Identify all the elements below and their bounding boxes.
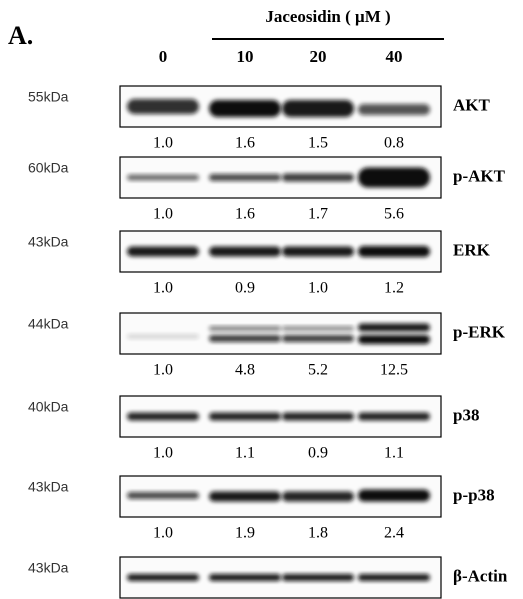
quant-value: 1.5	[308, 135, 328, 152]
protein-label: p38	[453, 405, 479, 424]
band	[209, 492, 281, 502]
band	[282, 100, 354, 117]
band	[209, 247, 281, 257]
protein-label: p-AKT	[453, 166, 506, 185]
marker-label: 55kDa	[28, 89, 69, 105]
quant-value: 1.0	[153, 362, 173, 379]
lane-label: 10	[237, 47, 254, 66]
quant-value: 1.0	[153, 135, 173, 152]
quant-value: 5.6	[384, 206, 404, 223]
quant-value: 1.0	[153, 206, 173, 223]
quant-value: 1.0	[153, 525, 173, 542]
quant-value: 1.8	[308, 525, 328, 542]
band	[127, 175, 199, 181]
band	[358, 413, 430, 421]
marker-label: 60kDa	[28, 160, 69, 176]
band	[358, 324, 430, 332]
band	[358, 246, 430, 257]
band	[282, 174, 354, 182]
quant-value: 1.6	[235, 206, 255, 223]
protein-label: ERK	[453, 240, 491, 259]
band	[358, 335, 430, 344]
protein-label: p-p38	[453, 485, 495, 504]
blot-figure: A. Jaceosidin ( μM ) 0 10 20 40 55kDa AKT 1.0 1…	[0, 0, 523, 599]
quant-value: 1.0	[153, 445, 173, 462]
band	[209, 174, 281, 181]
quant-value: 1.9	[235, 525, 255, 542]
protein-label: β-Actin	[453, 566, 508, 585]
quant-value: 1.1	[384, 445, 404, 462]
quant-value: 12.5	[380, 362, 408, 379]
quant-value: 0.9	[235, 280, 255, 297]
band	[358, 168, 430, 188]
quant-value: 1.1	[235, 445, 255, 462]
quant-value: 1.2	[384, 280, 404, 297]
band	[127, 413, 199, 421]
band	[282, 413, 354, 421]
marker-label: 44kDa	[28, 316, 69, 332]
quant-value: 1.6	[235, 135, 255, 152]
quant-value: 0.9	[308, 445, 328, 462]
band	[209, 335, 281, 342]
quant-value: 0.8	[384, 135, 404, 152]
protein-label: p-ERK	[453, 322, 506, 341]
band	[358, 490, 430, 502]
quant-value: 5.2	[308, 362, 328, 379]
band	[282, 574, 354, 581]
band	[282, 247, 354, 257]
band	[127, 574, 199, 581]
band	[282, 335, 354, 342]
band	[209, 326, 281, 331]
band	[127, 334, 199, 339]
marker-label: 43kDa	[28, 479, 69, 495]
quant-value: 1.0	[308, 280, 328, 297]
band	[358, 574, 430, 581]
band	[358, 104, 430, 115]
band	[209, 574, 281, 581]
marker-label: 43kDa	[28, 234, 69, 250]
band	[209, 100, 281, 117]
lane-label: 40	[386, 47, 403, 66]
band	[209, 413, 281, 421]
figure: A. Jaceosidin ( μM ) 0 10 20 40 55kDa AKT 1.0 1…	[0, 0, 523, 599]
treatment-label: Jaceosidin ( μM )	[265, 7, 390, 26]
marker-label: 43kDa	[28, 560, 69, 576]
band	[282, 326, 354, 331]
lane-label: 20	[310, 47, 327, 66]
quant-value: 2.4	[384, 525, 404, 542]
band	[127, 247, 199, 257]
quant-value: 1.7	[308, 206, 328, 223]
band	[127, 492, 199, 499]
lane-label: 0	[159, 47, 168, 66]
marker-label: 40kDa	[28, 399, 69, 415]
protein-label: AKT	[453, 95, 491, 114]
band	[127, 99, 199, 114]
quant-value: 1.0	[153, 280, 173, 297]
blot-box	[120, 313, 441, 354]
quant-value: 4.8	[235, 362, 255, 379]
band	[282, 492, 354, 502]
panel-label: A.	[8, 21, 33, 50]
